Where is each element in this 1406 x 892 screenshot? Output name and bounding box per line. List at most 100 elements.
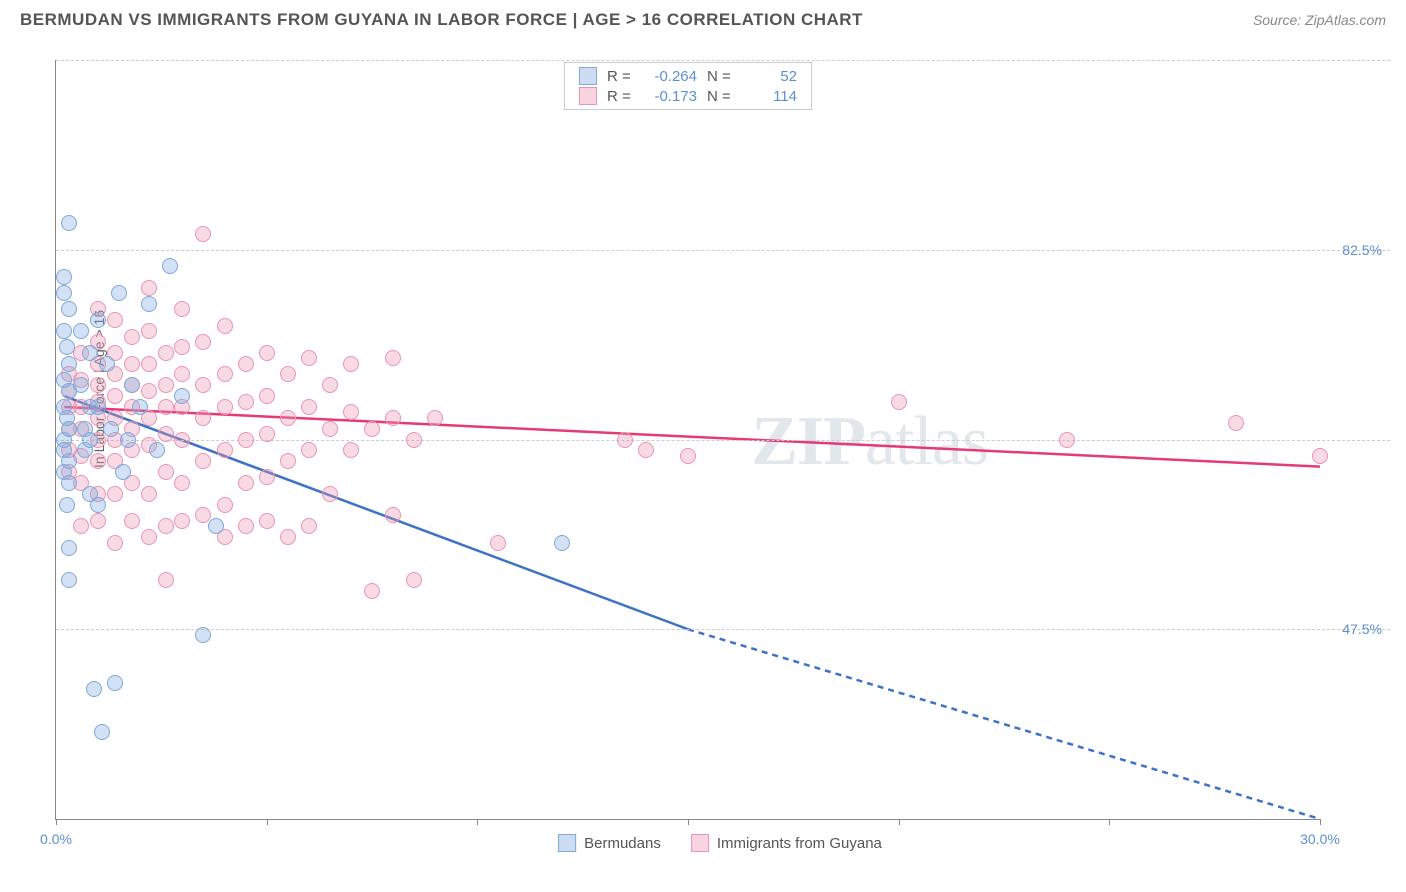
data-point: [141, 296, 157, 312]
data-point: [61, 540, 77, 556]
data-point: [56, 323, 72, 339]
data-point: [141, 356, 157, 372]
data-point: [259, 345, 275, 361]
stats-row-series-a: R = -0.264 N = 52: [579, 67, 797, 85]
data-point: [61, 475, 77, 491]
y-tick-label: 47.5%: [1342, 621, 1382, 637]
data-point: [90, 312, 106, 328]
data-point: [259, 469, 275, 485]
data-point: [158, 345, 174, 361]
swatch-series-b: [579, 87, 597, 105]
data-point: [141, 323, 157, 339]
data-point: [73, 518, 89, 534]
data-point: [385, 350, 401, 366]
gridline-h: [56, 60, 1390, 61]
plot-area: ZIPatlas R = -0.264 N = 52 R = -0.173 N …: [55, 60, 1320, 820]
data-point: [217, 497, 233, 513]
data-point: [406, 432, 422, 448]
data-point: [280, 529, 296, 545]
data-point: [61, 215, 77, 231]
data-point: [554, 535, 570, 551]
data-point: [124, 513, 140, 529]
data-point: [174, 339, 190, 355]
data-point: [1059, 432, 1075, 448]
data-point: [90, 453, 106, 469]
data-point: [56, 269, 72, 285]
data-point: [891, 394, 907, 410]
x-tick: [1109, 819, 1110, 825]
data-point: [259, 513, 275, 529]
data-point: [174, 388, 190, 404]
data-point: [343, 442, 359, 458]
data-point: [174, 366, 190, 382]
chart-header: BERMUDAN VS IMMIGRANTS FROM GUYANA IN LA…: [0, 0, 1406, 30]
data-point: [90, 399, 106, 415]
x-tick-label: 30.0%: [1300, 831, 1340, 847]
data-point: [73, 323, 89, 339]
data-point: [238, 394, 254, 410]
data-point: [90, 377, 106, 393]
stats-row-series-b: R = -0.173 N = 114: [579, 87, 797, 105]
chart-title: BERMUDAN VS IMMIGRANTS FROM GUYANA IN LA…: [20, 10, 863, 30]
legend-item-a: Bermudans: [558, 834, 661, 852]
data-point: [385, 410, 401, 426]
data-point: [238, 356, 254, 372]
x-tick: [899, 819, 900, 825]
data-point: [61, 572, 77, 588]
data-point: [120, 432, 136, 448]
x-tick: [56, 819, 57, 825]
data-point: [158, 426, 174, 442]
data-point: [141, 383, 157, 399]
data-point: [195, 334, 211, 350]
gridline-h: [56, 250, 1390, 251]
data-point: [174, 432, 190, 448]
data-point: [158, 464, 174, 480]
data-point: [364, 421, 380, 437]
data-point: [259, 388, 275, 404]
data-point: [158, 572, 174, 588]
data-point: [73, 377, 89, 393]
data-point: [94, 724, 110, 740]
data-point: [1312, 448, 1328, 464]
data-point: [174, 475, 190, 491]
swatch-legend-a: [558, 834, 576, 852]
data-point: [158, 377, 174, 393]
data-point: [322, 377, 338, 393]
swatch-series-a: [579, 67, 597, 85]
data-point: [638, 442, 654, 458]
data-point: [103, 421, 119, 437]
data-point: [141, 280, 157, 296]
data-point: [217, 366, 233, 382]
data-point: [680, 448, 696, 464]
data-point: [238, 518, 254, 534]
data-point: [280, 410, 296, 426]
x-tick-label: 0.0%: [40, 831, 72, 847]
data-point: [301, 518, 317, 534]
data-point: [280, 453, 296, 469]
data-point: [406, 572, 422, 588]
data-point: [111, 285, 127, 301]
data-point: [174, 513, 190, 529]
data-point: [124, 377, 140, 393]
data-point: [343, 356, 359, 372]
data-point: [195, 410, 211, 426]
data-point: [90, 497, 106, 513]
data-point: [141, 486, 157, 502]
data-point: [77, 442, 93, 458]
data-point: [141, 529, 157, 545]
data-point: [217, 442, 233, 458]
data-point: [322, 421, 338, 437]
data-point: [132, 399, 148, 415]
data-point: [208, 518, 224, 534]
data-point: [238, 432, 254, 448]
bottom-legend: Bermudans Immigrants from Guyana: [558, 834, 882, 852]
swatch-legend-b: [691, 834, 709, 852]
gridline-h: [56, 629, 1390, 630]
data-point: [99, 356, 115, 372]
data-point: [364, 583, 380, 599]
x-tick: [267, 819, 268, 825]
source-attribution: Source: ZipAtlas.com: [1253, 12, 1386, 28]
data-point: [158, 518, 174, 534]
data-point: [195, 226, 211, 242]
data-point: [158, 399, 174, 415]
